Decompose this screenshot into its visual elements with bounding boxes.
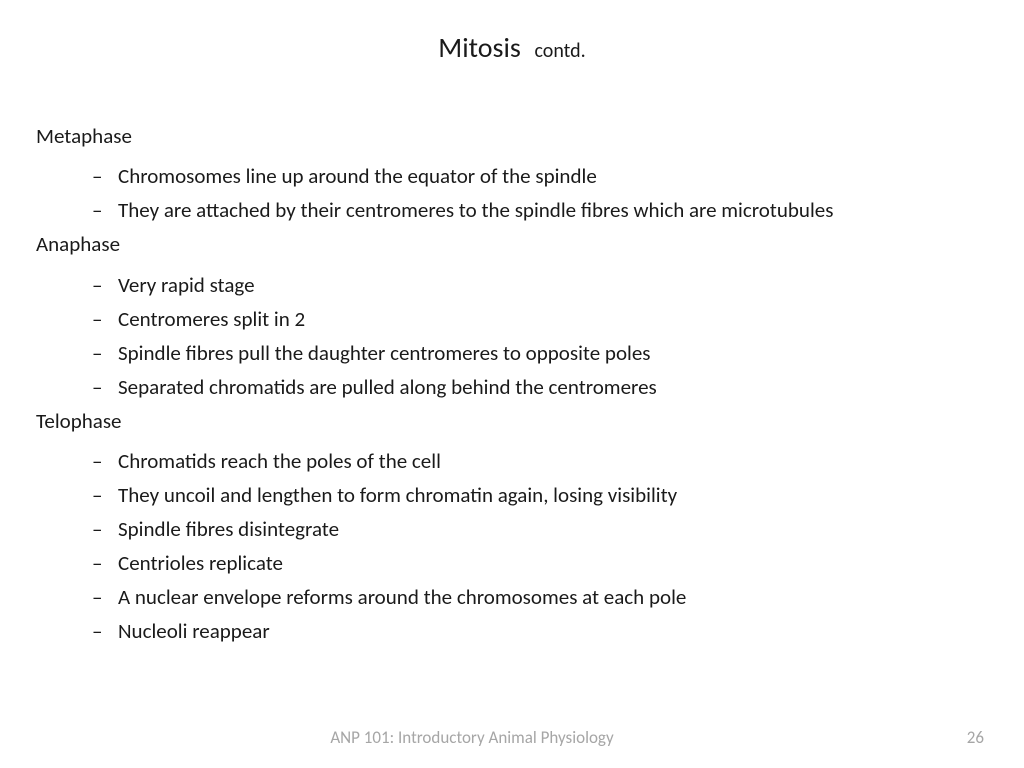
footer-course-label: ANP 101: Introductory Animal Physiology: [0, 727, 944, 748]
slide-footer: ANP 101: Introductory Animal Physiology …: [0, 727, 1024, 748]
slide-container: Mitosis contd. Metaphase Chromosomes lin…: [0, 0, 1024, 768]
slide-title-main: Mitosis: [438, 30, 521, 65]
bullet-item: Chromosomes line up around the equator o…: [118, 159, 988, 193]
bullet-list-anaphase: Very rapid stage Centromeres split in 2 …: [36, 268, 988, 404]
slide-title-sub: contd.: [535, 39, 586, 63]
slide-title-row: Mitosis contd.: [36, 30, 988, 65]
bullet-item: Spindle fibres disintegrate: [118, 512, 988, 546]
bullet-list-metaphase: Chromosomes line up around the equator o…: [36, 159, 988, 227]
bullet-item: Separated chromatids are pulled along be…: [118, 370, 988, 404]
bullet-item: Chromatids reach the poles of the cell: [118, 444, 988, 478]
section-heading-metaphase: Metaphase: [36, 121, 988, 151]
section-heading-telophase: Telophase: [36, 406, 988, 436]
bullet-item: Nucleoli reappear: [118, 614, 988, 648]
slide-content: Metaphase Chromosomes line up around the…: [36, 121, 988, 649]
bullet-item: Centromeres split in 2: [118, 302, 988, 336]
bullet-item: Spindle fibres pull the daughter centrom…: [118, 336, 988, 370]
section-heading-anaphase: Anaphase: [36, 229, 988, 259]
bullet-item: Centrioles replicate: [118, 546, 988, 580]
bullet-item: They uncoil and lengthen to form chromat…: [118, 478, 988, 512]
footer-page-number: 26: [944, 727, 984, 748]
bullet-list-telophase: Chromatids reach the poles of the cell T…: [36, 444, 988, 648]
bullet-item: A nuclear envelope reforms around the ch…: [118, 580, 988, 614]
bullet-item: They are attached by their centromeres t…: [118, 193, 988, 227]
bullet-item: Very rapid stage: [118, 268, 988, 302]
